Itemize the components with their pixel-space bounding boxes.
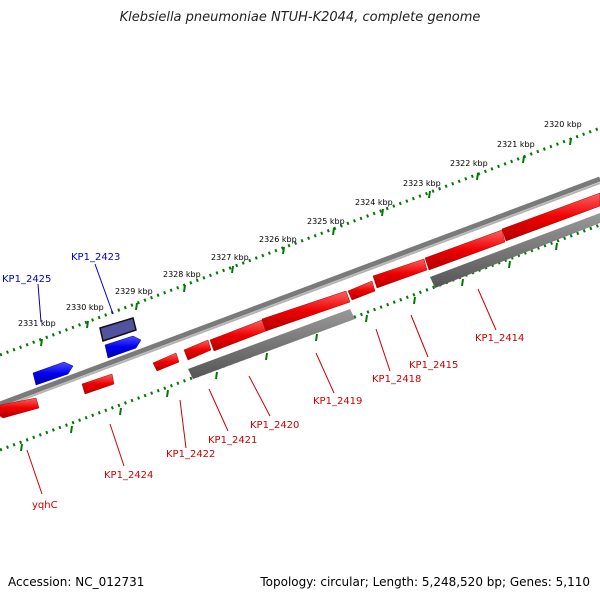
gene-arrow xyxy=(501,192,600,242)
leader-lines xyxy=(26,263,497,495)
reverse-genes xyxy=(0,192,600,419)
kbp-label: 2326 kbp xyxy=(259,235,297,244)
gene-label-forward: KP1_2423 xyxy=(71,252,120,263)
gene-arrow xyxy=(104,335,142,359)
gene-label-reverse: KP1_2424 xyxy=(104,470,153,481)
kbp-label: 2328 kbp xyxy=(163,270,201,279)
map-title: Klebsiella pneumoniae NTUH-K2044, comple… xyxy=(119,10,481,25)
gene-label-reverse: yqhC xyxy=(32,500,58,511)
gene-label-reverse: KP1_2422 xyxy=(166,449,215,460)
kbp-label: 2330 kbp xyxy=(66,303,104,312)
ruler-labels: 2320 kbp 2321 kbp 2322 kbp 2323 kbp 2324… xyxy=(18,120,582,328)
backbone-line xyxy=(0,176,600,407)
kbp-label: 2329 kbp xyxy=(115,287,153,296)
gene-label-reverse: KP1_2420 xyxy=(250,420,299,431)
kbp-label: 2321 kbp xyxy=(497,140,535,149)
gene-arrow xyxy=(152,352,180,372)
inner-major-ticks xyxy=(20,242,558,452)
gene-arrow xyxy=(261,290,351,332)
kbp-label: 2322 kbp xyxy=(450,159,488,168)
inner-tick-track xyxy=(0,223,600,452)
forward-genes xyxy=(32,335,142,386)
gene-label-forward: KP1_2425 xyxy=(2,274,51,285)
accession-text: Accession: NC_012731 xyxy=(8,575,145,589)
kbp-label: 2325 kbp xyxy=(307,217,345,226)
kbp-label: 2331 kbp xyxy=(18,319,56,328)
kbp-label: 2320 kbp xyxy=(544,120,582,129)
gene-arrow xyxy=(183,339,212,361)
gene-arrow xyxy=(424,229,506,271)
gene-arrow-faded xyxy=(99,317,137,342)
gene-shadows xyxy=(188,213,600,379)
gene-arrow xyxy=(347,280,376,301)
topology-text: Topology: circular; Length: 5,248,520 bp… xyxy=(260,575,590,589)
kbp-label: 2323 kbp xyxy=(403,179,441,188)
kbp-label: 2327 kbp xyxy=(211,253,249,262)
gene-label-reverse: KP1_2421 xyxy=(208,435,257,446)
gene-label-reverse: KP1_2415 xyxy=(409,360,458,371)
gene-label-reverse: KP1_2414 xyxy=(475,333,524,344)
gene-label-reverse: KP1_2419 xyxy=(313,396,362,407)
gene-arrow xyxy=(372,258,428,289)
gene-labels: KP1_2425 KP1_2423 KP1_2414 KP1_2415 KP1_… xyxy=(2,252,524,511)
gene-arrow xyxy=(0,397,40,419)
kbp-label: 2324 kbp xyxy=(355,198,393,207)
gene-arrow xyxy=(81,373,115,395)
outer-tick-track xyxy=(0,126,600,357)
gene-label-reverse: KP1_2418 xyxy=(372,374,421,385)
backbone-line-shadow xyxy=(0,182,600,409)
gene-arrow xyxy=(32,361,74,386)
outer-major-ticks xyxy=(40,137,572,347)
